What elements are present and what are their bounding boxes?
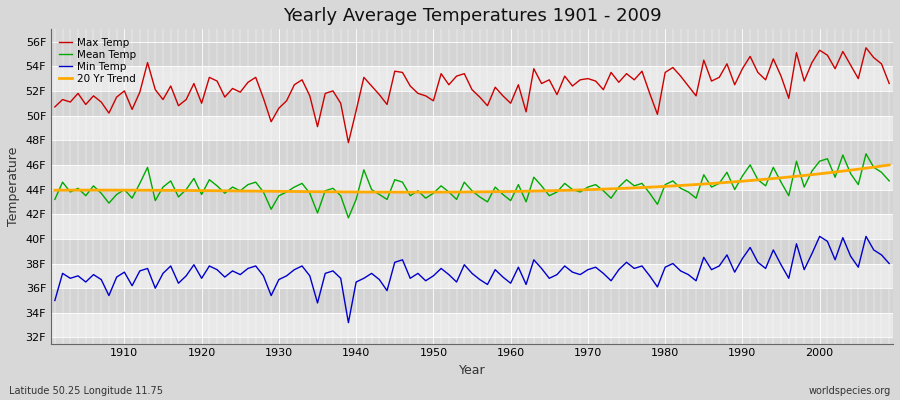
Min Temp	[281, 274, 292, 278]
Mean Temp	[328, 186, 338, 191]
20 Yr Trend	[112, 188, 122, 192]
Min Temp	[343, 320, 354, 325]
Min Temp	[884, 261, 895, 266]
Min Temp	[513, 265, 524, 270]
Mean Temp	[513, 182, 524, 187]
Bar	[51, 190, 893, 214]
Max Temp	[328, 88, 338, 93]
20 Yr Trend	[412, 190, 423, 194]
20 Yr Trend	[884, 162, 895, 167]
Mean Temp	[505, 198, 516, 203]
Bar	[51, 140, 893, 165]
Line: Mean Temp: Mean Temp	[55, 154, 889, 218]
Min Temp	[112, 275, 122, 280]
Text: Latitude 50.25 Longitude 11.75: Latitude 50.25 Longitude 11.75	[9, 386, 163, 396]
Text: worldspecies.org: worldspecies.org	[809, 386, 891, 396]
20 Yr Trend	[513, 189, 524, 194]
Mean Temp	[884, 178, 895, 183]
20 Yr Trend	[505, 189, 516, 194]
Bar	[51, 214, 893, 239]
Min Temp	[606, 278, 616, 283]
20 Yr Trend	[606, 186, 616, 191]
Max Temp	[343, 140, 354, 145]
Max Temp	[513, 82, 524, 87]
Line: 20 Yr Trend: 20 Yr Trend	[55, 165, 889, 192]
Bar	[51, 313, 893, 338]
Max Temp	[112, 95, 122, 100]
Max Temp	[281, 98, 292, 103]
Min Temp	[505, 281, 516, 286]
Max Temp	[860, 45, 871, 50]
Min Temp	[328, 268, 338, 273]
Bar	[51, 288, 893, 313]
Legend: Max Temp, Mean Temp, Min Temp, 20 Yr Trend: Max Temp, Mean Temp, Min Temp, 20 Yr Tre…	[56, 34, 140, 87]
Min Temp	[50, 298, 60, 303]
Bar	[51, 239, 893, 264]
Min Temp	[814, 234, 825, 239]
Max Temp	[884, 81, 895, 86]
Mean Temp	[606, 196, 616, 200]
Bar	[51, 42, 893, 66]
Bar	[51, 165, 893, 190]
Max Temp	[50, 104, 60, 109]
Max Temp	[505, 101, 516, 106]
Bar	[51, 66, 893, 91]
Bar	[51, 116, 893, 140]
Mean Temp	[112, 192, 122, 197]
20 Yr Trend	[281, 189, 292, 194]
20 Yr Trend	[50, 188, 60, 192]
Mean Temp	[860, 151, 871, 156]
Bar	[51, 264, 893, 288]
Y-axis label: Temperature: Temperature	[7, 147, 20, 226]
Title: Yearly Average Temperatures 1901 - 2009: Yearly Average Temperatures 1901 - 2009	[283, 7, 662, 25]
20 Yr Trend	[328, 190, 338, 194]
Mean Temp	[50, 197, 60, 202]
Line: Min Temp: Min Temp	[55, 236, 889, 323]
Mean Temp	[281, 190, 292, 194]
X-axis label: Year: Year	[459, 364, 485, 377]
Mean Temp	[343, 216, 354, 220]
Max Temp	[606, 70, 616, 75]
Line: Max Temp: Max Temp	[55, 48, 889, 143]
Bar	[51, 91, 893, 116]
